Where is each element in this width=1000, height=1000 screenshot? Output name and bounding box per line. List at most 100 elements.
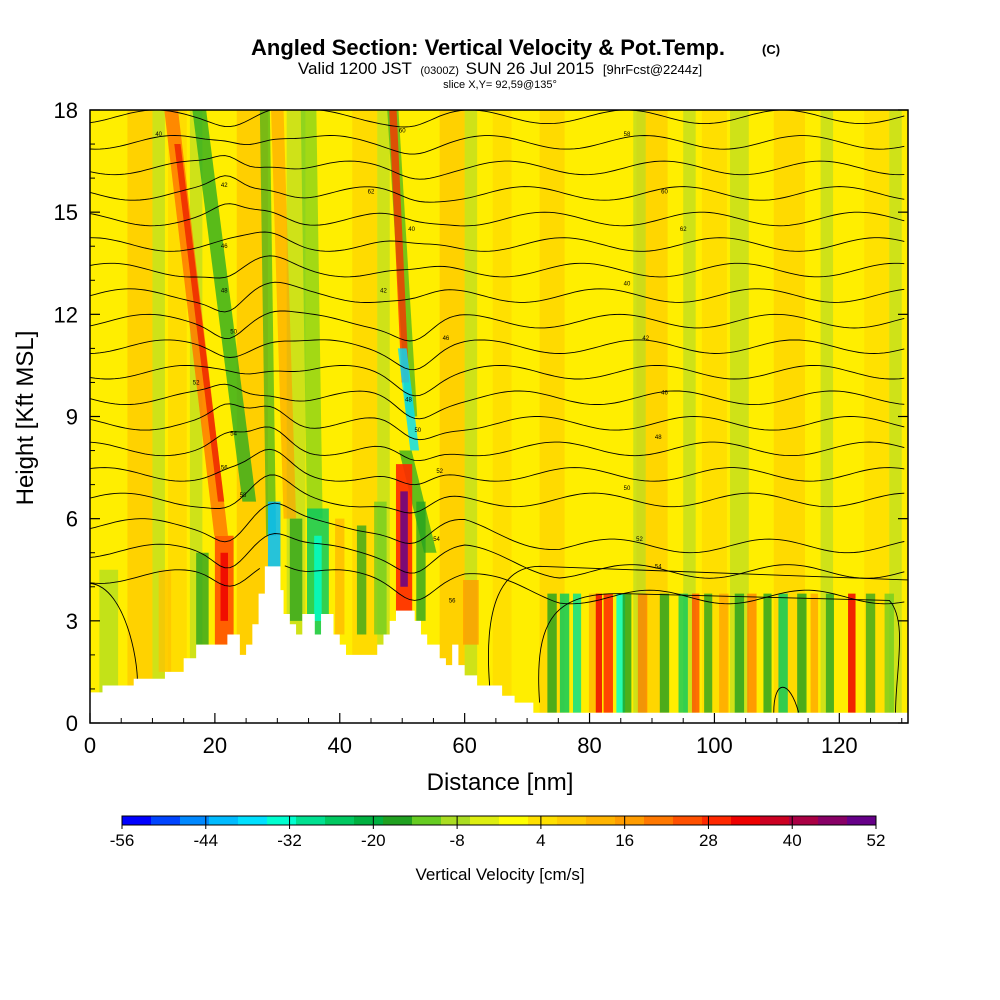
- theta-contour-label: 52: [636, 537, 643, 543]
- colorbar-tick-label: -32: [277, 831, 302, 850]
- colorbar-swatch: [760, 816, 790, 825]
- velocity-band-lowlevel: [678, 593, 688, 713]
- theta-contour-label: 54: [433, 537, 440, 543]
- velocity-band-lowlevel: [547, 593, 557, 713]
- velocity-band-weak-down: [464, 110, 478, 723]
- downdraft-column: [374, 501, 387, 635]
- velocity-band-lowlevel: [747, 593, 757, 713]
- theta-contour-label: 50: [414, 428, 421, 434]
- subtitle-valid: Valid 1200 JST: [298, 59, 412, 78]
- theta-contour-label: 62: [368, 190, 375, 196]
- updraft-tilted-core: [389, 110, 410, 383]
- colorbar-tick-label: -8: [450, 831, 465, 850]
- velocity-band-weak-down: [820, 110, 834, 723]
- potential-temperature-contours: 40 42 46 48 50 52 54 56 58 60 62 40 42 46 48 50 52 54 56 58…: [90, 110, 908, 713]
- x-tick-label: 40: [328, 733, 352, 758]
- theta-contour: [90, 533, 905, 579]
- theta-contour: [90, 426, 905, 462]
- theta-contour-label: 48: [405, 397, 412, 403]
- colorbar-tick-label: -44: [193, 831, 218, 850]
- colorbar-swatch: [238, 816, 268, 825]
- y-tick-label: 6: [66, 507, 78, 532]
- y-tick-label: 12: [54, 302, 78, 327]
- x-tick-label: 20: [203, 733, 227, 758]
- velocity-band-lowlevel: [797, 593, 807, 713]
- theta-contour: [90, 383, 905, 420]
- subtitle-date: SUN 26 Jul 2015: [466, 59, 595, 78]
- title-block: Angled Section: Vertical Velocity & Pot.…: [251, 35, 780, 91]
- theta-contour: [90, 310, 905, 342]
- velocity-band-lowlevel: [622, 593, 632, 713]
- velocity-band-lowlevel: [778, 593, 788, 713]
- colorbar-swatch: [673, 816, 703, 825]
- theta-contour: [90, 203, 905, 227]
- velocity-band-lowlevel: [810, 593, 819, 713]
- theta-contour-label: 46: [661, 391, 668, 397]
- theta-contour-low: [538, 593, 901, 713]
- colorbar-swatch: [412, 816, 442, 825]
- downdraft-column: [196, 552, 209, 645]
- colorbar-tick-label: 16: [615, 831, 634, 850]
- x-tick-label: 0: [84, 733, 96, 758]
- theta-contour-label: 54: [230, 432, 237, 438]
- x-tick-label: 120: [821, 733, 858, 758]
- theta-contour-label: 50: [624, 486, 631, 492]
- subtitle-line: Valid 1200 JST (0300Z) SUN 26 Jul 2015 […: [298, 59, 702, 78]
- colorbar-swatch: [209, 816, 239, 825]
- terrain: [90, 566, 908, 723]
- colorbar-swatch: [296, 816, 326, 825]
- colorbar-swatch: [789, 816, 819, 825]
- y-tick-label: 3: [66, 609, 78, 634]
- updraft-column: [463, 579, 479, 645]
- theta-contour-low: [773, 686, 800, 713]
- x-axis: 0 20 40 60 80 100 120: [84, 713, 903, 758]
- colorbar-swatch: [325, 816, 355, 825]
- colorbar-swatch: [557, 816, 587, 825]
- theta-contour-label: 56: [449, 598, 456, 604]
- velocity-band-weak-up: [539, 110, 565, 723]
- velocity-band-lowlevel: [637, 593, 648, 713]
- velocity-band-weak-up: [127, 110, 153, 723]
- colorbar-swatch: [615, 816, 645, 825]
- velocity-band-weak-up: [236, 110, 268, 723]
- chart-title: Angled Section: Vertical Velocity & Pot.…: [251, 35, 725, 60]
- theta-contour-label: 62: [680, 227, 687, 233]
- updraft-tilted-band: [271, 110, 297, 519]
- x-tick-label: 60: [452, 733, 476, 758]
- theta-contour-label: 40: [155, 132, 162, 138]
- y-tick-label: 15: [54, 200, 78, 225]
- colorbar-tick-label: -20: [361, 831, 386, 850]
- theta-contour-label: 48: [221, 288, 228, 294]
- updraft-column: [335, 518, 345, 635]
- colorbar-swatch: [441, 816, 471, 825]
- theta-contour-label: 58: [624, 132, 631, 138]
- velocity-band-lowlevel: [825, 593, 835, 713]
- velocity-band-weak-up: [492, 110, 512, 723]
- theta-contour: [90, 502, 905, 554]
- velocity-band-lowlevel: [734, 593, 745, 713]
- theta-contour: [90, 403, 905, 441]
- velocity-band-lowlevel: [691, 593, 700, 713]
- colorbar-swatch: [818, 816, 848, 825]
- colorbar-swatch: [151, 816, 181, 825]
- colorbar-swatch: [702, 816, 732, 825]
- colorbar-tick-label: 40: [783, 831, 802, 850]
- colorbar-swatch: [731, 816, 761, 825]
- downdraft-tilted-band: [192, 110, 257, 502]
- colorbar-swatch: [528, 816, 558, 825]
- velocity-band-lowlevel: [588, 593, 597, 713]
- y-axis-label: Height [Kft MSL]: [12, 331, 39, 506]
- theta-contour-label: 52: [436, 469, 443, 475]
- downdraft-column: [416, 501, 426, 621]
- theta-contour-label: 42: [221, 183, 228, 189]
- theta-contour-label: 42: [380, 288, 387, 294]
- colorbar-swatch: [354, 816, 384, 825]
- theta-contour-label: 48: [655, 435, 662, 441]
- colorbar-label: Vertical Velocity [cm/s]: [415, 865, 584, 884]
- subtitle-utc: (0300Z): [420, 65, 459, 77]
- colorbar-swatch: [122, 816, 152, 825]
- velocity-band-lowlevel: [99, 569, 119, 706]
- velocity-band-lowlevel: [704, 593, 713, 713]
- colorbar-swatch: [847, 816, 877, 825]
